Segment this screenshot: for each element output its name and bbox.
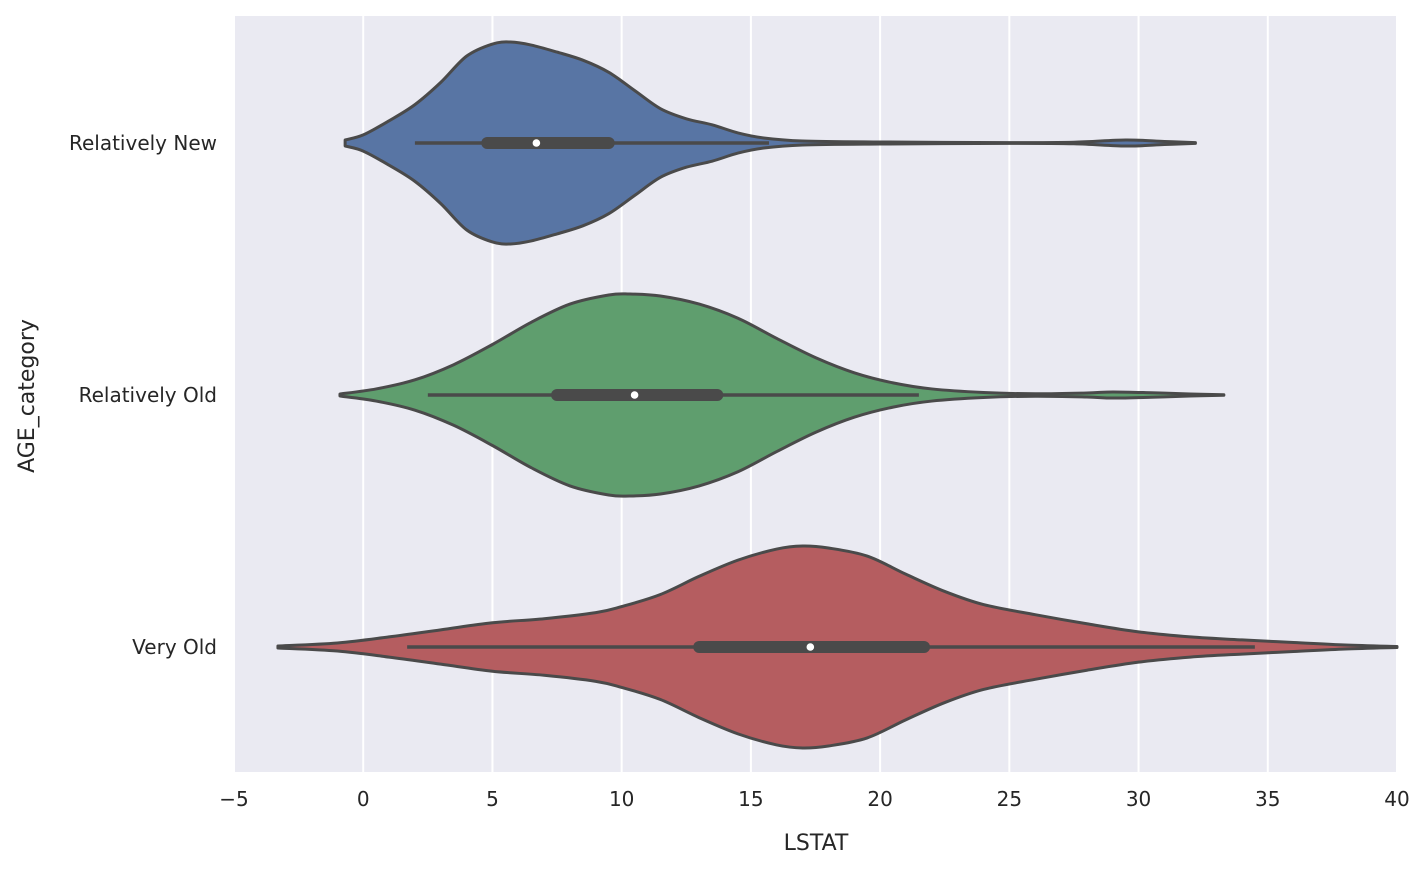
x-tick-label: 0 bbox=[357, 787, 370, 811]
y-axis-label: AGE_category bbox=[15, 319, 40, 473]
x-tick-label: 25 bbox=[997, 787, 1022, 811]
category-label: Relatively New bbox=[69, 131, 217, 155]
category-labels: Relatively New Relatively Old Very Old bbox=[69, 131, 217, 659]
violins bbox=[276, 40, 1399, 750]
violin-body bbox=[343, 40, 1197, 246]
category-label: Very Old bbox=[132, 635, 217, 659]
x-tick-labels: −5 0 5 10 15 20 25 30 35 40 bbox=[219, 787, 1409, 811]
x-tick-label: 35 bbox=[1255, 787, 1280, 811]
category-label: Relatively Old bbox=[79, 383, 217, 407]
median-point bbox=[532, 139, 541, 147]
x-axis-label: LSTAT bbox=[784, 831, 849, 856]
x-tick-label: 40 bbox=[1384, 787, 1409, 811]
x-tick-label: 30 bbox=[1126, 787, 1151, 811]
x-tick-label: 15 bbox=[738, 787, 763, 811]
median-point bbox=[806, 643, 815, 651]
x-tick-label: 10 bbox=[609, 787, 634, 811]
x-tick-label: 20 bbox=[867, 787, 892, 811]
median-point bbox=[630, 391, 639, 399]
x-tick-label: 5 bbox=[486, 787, 499, 811]
x-tick-label: −5 bbox=[219, 787, 248, 811]
